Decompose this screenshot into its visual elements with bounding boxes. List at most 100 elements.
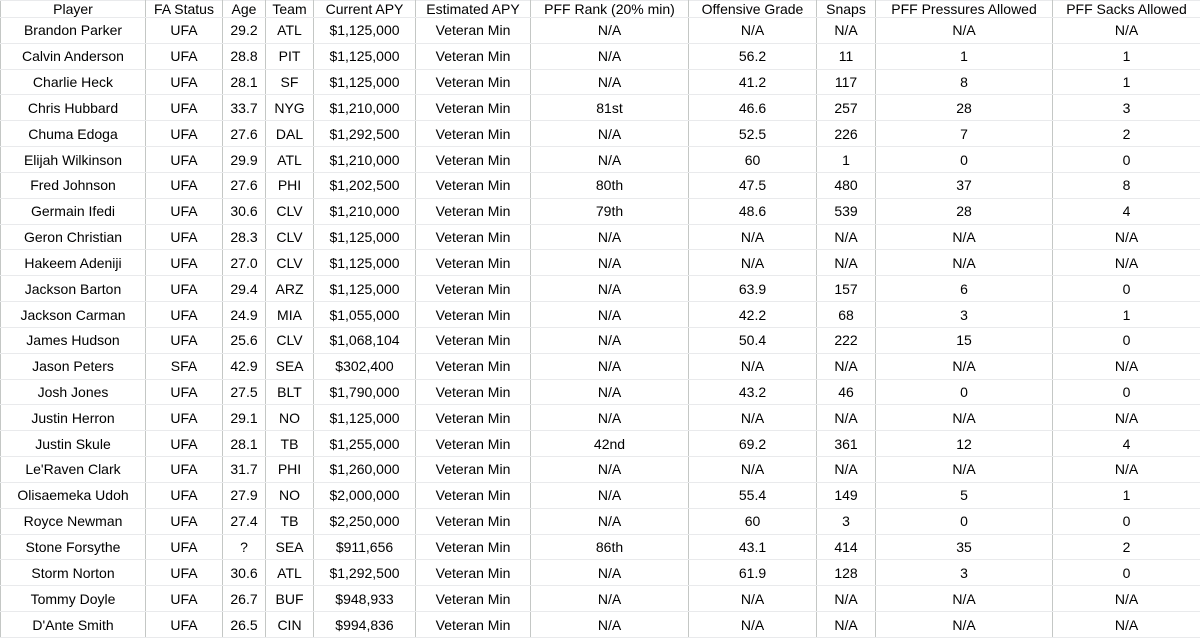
cell-fa-status[interactable]: UFA [145, 456, 223, 483]
cell-current-apy[interactable]: $1,790,000 [313, 378, 416, 406]
cell-estimated-apy[interactable]: Veteran Min [415, 197, 531, 225]
cell-offensive-grade[interactable]: N/A [688, 223, 817, 251]
cell-team[interactable]: ATL [265, 146, 314, 173]
cell-offensive-grade[interactable]: N/A [688, 17, 817, 44]
cell-age[interactable]: 30.6 [222, 559, 266, 587]
column-header-estimated-apy[interactable]: Estimated APY [415, 0, 531, 18]
column-header-age[interactable]: Age [222, 0, 266, 18]
cell-offensive-grade[interactable]: 56.2 [688, 42, 817, 70]
cell-pff-rank[interactable]: N/A [530, 301, 689, 328]
cell-pff-sacks-allowed[interactable]: N/A [1052, 585, 1200, 613]
cell-pff-pressures-allowed[interactable]: 0 [875, 378, 1053, 406]
cell-player[interactable]: Jackson Carman [0, 301, 146, 328]
cell-fa-status[interactable]: UFA [145, 249, 223, 277]
cell-current-apy[interactable]: $2,000,000 [313, 481, 416, 509]
cell-player[interactable]: D'Ante Smith [0, 611, 146, 638]
cell-offensive-grade[interactable]: 60 [688, 146, 817, 173]
cell-pff-sacks-allowed[interactable]: N/A [1052, 456, 1200, 483]
column-header-current-apy[interactable]: Current APY [313, 0, 416, 18]
cell-offensive-grade[interactable]: N/A [688, 404, 817, 432]
cell-fa-status[interactable]: UFA [145, 223, 223, 251]
cell-player[interactable]: Olisaemeka Udoh [0, 481, 146, 509]
cell-offensive-grade[interactable]: 47.5 [688, 171, 817, 199]
cell-fa-status[interactable]: SFA [145, 352, 223, 380]
cell-pff-sacks-allowed[interactable]: 0 [1052, 146, 1200, 173]
cell-player[interactable]: Storm Norton [0, 559, 146, 587]
cell-fa-status[interactable]: UFA [145, 146, 223, 173]
cell-offensive-grade[interactable]: 43.1 [688, 533, 817, 561]
cell-fa-status[interactable]: UFA [145, 585, 223, 613]
cell-team[interactable]: ARZ [265, 275, 314, 303]
cell-pff-pressures-allowed[interactable]: 5 [875, 481, 1053, 509]
cell-age[interactable]: 33.7 [222, 94, 266, 122]
cell-pff-pressures-allowed[interactable]: 0 [875, 507, 1053, 535]
cell-current-apy[interactable]: $1,255,000 [313, 430, 416, 458]
cell-estimated-apy[interactable]: Veteran Min [415, 456, 531, 483]
cell-current-apy[interactable]: $1,125,000 [313, 223, 416, 251]
cell-estimated-apy[interactable]: Veteran Min [415, 171, 531, 199]
cell-offensive-grade[interactable]: 42.2 [688, 301, 817, 328]
cell-age[interactable]: 27.9 [222, 481, 266, 509]
cell-player[interactable]: Brandon Parker [0, 17, 146, 44]
cell-team[interactable]: CIN [265, 611, 314, 638]
cell-offensive-grade[interactable]: N/A [688, 611, 817, 638]
cell-pff-sacks-allowed[interactable]: 1 [1052, 68, 1200, 96]
cell-current-apy[interactable]: $1,125,000 [313, 404, 416, 432]
cell-pff-sacks-allowed[interactable]: 0 [1052, 507, 1200, 535]
cell-current-apy[interactable]: $1,292,500 [313, 120, 416, 148]
cell-age[interactable]: 31.7 [222, 456, 266, 483]
cell-team[interactable]: TB [265, 507, 314, 535]
cell-team[interactable]: CLV [265, 249, 314, 277]
cell-pff-rank[interactable]: N/A [530, 42, 689, 70]
column-header-fa-status[interactable]: FA Status [145, 0, 223, 18]
cell-current-apy[interactable]: $1,125,000 [313, 68, 416, 96]
cell-current-apy[interactable]: $1,125,000 [313, 42, 416, 70]
cell-pff-sacks-allowed[interactable]: 4 [1052, 197, 1200, 225]
cell-team[interactable]: PHI [265, 456, 314, 483]
cell-snaps[interactable]: N/A [816, 352, 876, 380]
cell-player[interactable]: Le'Raven Clark [0, 456, 146, 483]
cell-pff-pressures-allowed[interactable]: 15 [875, 326, 1053, 354]
cell-pff-pressures-allowed[interactable]: N/A [875, 352, 1053, 380]
cell-age[interactable]: 30.6 [222, 197, 266, 225]
cell-fa-status[interactable]: UFA [145, 481, 223, 509]
cell-pff-pressures-allowed[interactable]: N/A [875, 585, 1053, 613]
cell-age[interactable]: 42.9 [222, 352, 266, 380]
cell-fa-status[interactable]: UFA [145, 404, 223, 432]
cell-estimated-apy[interactable]: Veteran Min [415, 378, 531, 406]
cell-pff-sacks-allowed[interactable]: 3 [1052, 94, 1200, 122]
cell-estimated-apy[interactable]: Veteran Min [415, 17, 531, 44]
cell-pff-pressures-allowed[interactable]: 37 [875, 171, 1053, 199]
column-header-pff-rank[interactable]: PFF Rank (20% min) [530, 0, 689, 18]
cell-current-apy[interactable]: $1,260,000 [313, 456, 416, 483]
cell-fa-status[interactable]: UFA [145, 611, 223, 638]
cell-snaps[interactable]: N/A [816, 456, 876, 483]
cell-age[interactable]: 29.1 [222, 404, 266, 432]
cell-snaps[interactable]: N/A [816, 249, 876, 277]
cell-pff-rank[interactable]: N/A [530, 223, 689, 251]
cell-fa-status[interactable]: UFA [145, 507, 223, 535]
cell-player[interactable]: Tommy Doyle [0, 585, 146, 613]
cell-team[interactable]: PHI [265, 171, 314, 199]
cell-snaps[interactable]: N/A [816, 223, 876, 251]
cell-pff-rank[interactable]: N/A [530, 352, 689, 380]
cell-current-apy[interactable]: $1,125,000 [313, 17, 416, 44]
cell-player[interactable]: Chuma Edoga [0, 120, 146, 148]
cell-pff-pressures-allowed[interactable]: N/A [875, 611, 1053, 638]
cell-pff-rank[interactable]: N/A [530, 456, 689, 483]
column-header-pff-pressures-allowed[interactable]: PFF Pressures Allowed [875, 0, 1053, 18]
cell-snaps[interactable]: N/A [816, 585, 876, 613]
cell-offensive-grade[interactable]: 50.4 [688, 326, 817, 354]
cell-estimated-apy[interactable]: Veteran Min [415, 430, 531, 458]
cell-age[interactable]: 25.6 [222, 326, 266, 354]
cell-fa-status[interactable]: UFA [145, 17, 223, 44]
cell-offensive-grade[interactable]: 60 [688, 507, 817, 535]
cell-snaps[interactable]: 128 [816, 559, 876, 587]
cell-offensive-grade[interactable]: N/A [688, 456, 817, 483]
cell-offensive-grade[interactable]: N/A [688, 249, 817, 277]
cell-pff-pressures-allowed[interactable]: N/A [875, 404, 1053, 432]
cell-team[interactable]: PIT [265, 42, 314, 70]
cell-team[interactable]: SF [265, 68, 314, 96]
cell-estimated-apy[interactable]: Veteran Min [415, 481, 531, 509]
cell-team[interactable]: CLV [265, 197, 314, 225]
